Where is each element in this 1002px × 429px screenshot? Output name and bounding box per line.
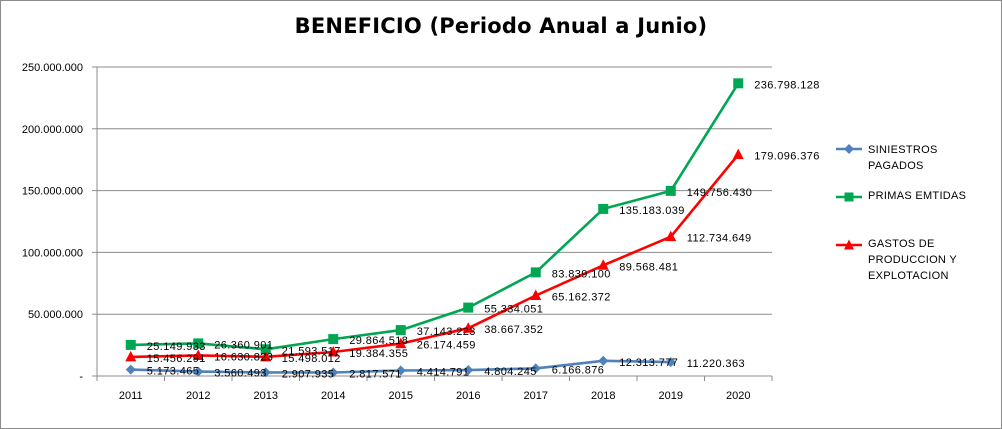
series-line-2: [130, 153, 740, 359]
data-point-gastos: [327, 346, 339, 357]
data-point-siniestros: [598, 355, 609, 366]
x-tick-label: 2016: [456, 390, 480, 402]
legend-label-gastos: GASTOS DE PRODUCCION Y EXPLOTACION: [868, 238, 957, 282]
data-point-siniestros: [193, 366, 204, 377]
data-point-primas: [395, 325, 406, 336]
data-label: 16.630.823: [214, 351, 273, 363]
data-point-primas: [193, 338, 204, 349]
data-label: 12.313.777: [619, 357, 678, 369]
data-point-primas: [328, 334, 339, 345]
x-tick-label: 2014: [321, 390, 345, 402]
legend-marker-gastos: [836, 239, 862, 250]
data-label: 11.220.363: [687, 358, 745, 370]
x-tick-label: 2018: [591, 390, 615, 402]
y-tick-label: -: [79, 371, 83, 383]
data-label: 15.456.291: [147, 353, 206, 365]
data-label: 2.907.935: [282, 368, 335, 380]
data-point-gastos: [665, 230, 677, 242]
data-point-primas: [733, 78, 744, 89]
data-label: 55.334.051: [484, 304, 543, 316]
x-tick-label: 2017: [524, 390, 548, 402]
chart-title: BENEFICIO (Periodo Anual a Junio): [294, 14, 708, 38]
x-tick-label: 2019: [659, 390, 683, 402]
y-tick-label: 200.000.000: [22, 124, 83, 136]
data-label: 15.498.012: [282, 353, 341, 365]
y-tick-label: 100.000.000: [22, 247, 83, 259]
series-line-1: [130, 82, 740, 351]
data-label: 4.414.791: [417, 367, 470, 379]
data-label: 3.560.493: [214, 368, 267, 380]
data-label: 65.162.372: [552, 291, 611, 303]
data-label: 37.143.223: [417, 326, 476, 338]
y-tick-label: 250.000.000: [22, 62, 83, 74]
data-label: 26.360.901: [214, 339, 273, 351]
x-tick-label: 2013: [254, 390, 278, 402]
data-label: 4.804.245: [484, 366, 537, 378]
data-point-gastos: [192, 349, 204, 360]
data-point-siniestros: [260, 367, 271, 378]
data-label: 29.864.518: [349, 335, 408, 347]
data-point-siniestros: [328, 367, 339, 378]
data-label: 89.568.481: [619, 261, 678, 273]
data-point-siniestros: [463, 365, 474, 376]
legend-marker-primas: [836, 192, 862, 202]
data-point-primas: [260, 344, 271, 355]
data-point-primas: [530, 267, 541, 278]
legend-marker-siniestros: [836, 144, 862, 154]
data-point-siniestros: [530, 363, 541, 374]
data-label: 112.734.649: [687, 233, 752, 245]
data-point-siniestros: [125, 364, 136, 375]
data-label: 38.667.352: [484, 324, 543, 336]
x-tick-label: 2015: [389, 390, 413, 402]
data-point-gastos: [125, 350, 137, 362]
x-tick-label: 2020: [726, 390, 750, 402]
data-label: 5.173.465: [147, 366, 200, 378]
data-point-primas: [598, 203, 609, 214]
data-label: 26.174.459: [417, 340, 476, 352]
data-label: 83.839.100: [552, 268, 611, 280]
data-point-siniestros: [665, 357, 676, 368]
data-point-gastos: [732, 148, 744, 160]
data-point-primas: [463, 302, 474, 313]
data-label: 25.149.933: [147, 341, 206, 353]
data-point-primas: [125, 339, 136, 350]
data-point-siniestros: [395, 365, 406, 376]
legend-label-primas: PRIMAS EMTIDAS: [868, 190, 967, 202]
legend-label-siniestros: SINIESTROS PAGADOS: [868, 144, 938, 172]
x-tick-label: 2012: [186, 390, 210, 402]
x-tick-label: 2011: [119, 390, 143, 402]
data-label: 6.166.876: [552, 364, 605, 376]
data-label: 179.096.376: [754, 151, 820, 163]
y-tick-label: 150.000.000: [22, 186, 83, 198]
data-label: 2.817.571: [349, 369, 402, 381]
data-point-gastos: [260, 350, 272, 362]
data-point-gastos: [530, 289, 542, 300]
y-tick-label: 50.000.000: [28, 309, 83, 321]
data-point-gastos: [462, 322, 474, 333]
data-point-gastos: [597, 259, 609, 270]
data-label: 236.798.128: [754, 79, 820, 91]
data-point-primas: [665, 185, 676, 196]
data-label: 149.756.430: [687, 187, 753, 199]
data-label: 135.183.039: [619, 205, 685, 217]
data-point-gastos: [395, 337, 407, 349]
data-label: 19.384.355: [349, 348, 408, 360]
data-label: 21.593.517: [282, 345, 341, 357]
